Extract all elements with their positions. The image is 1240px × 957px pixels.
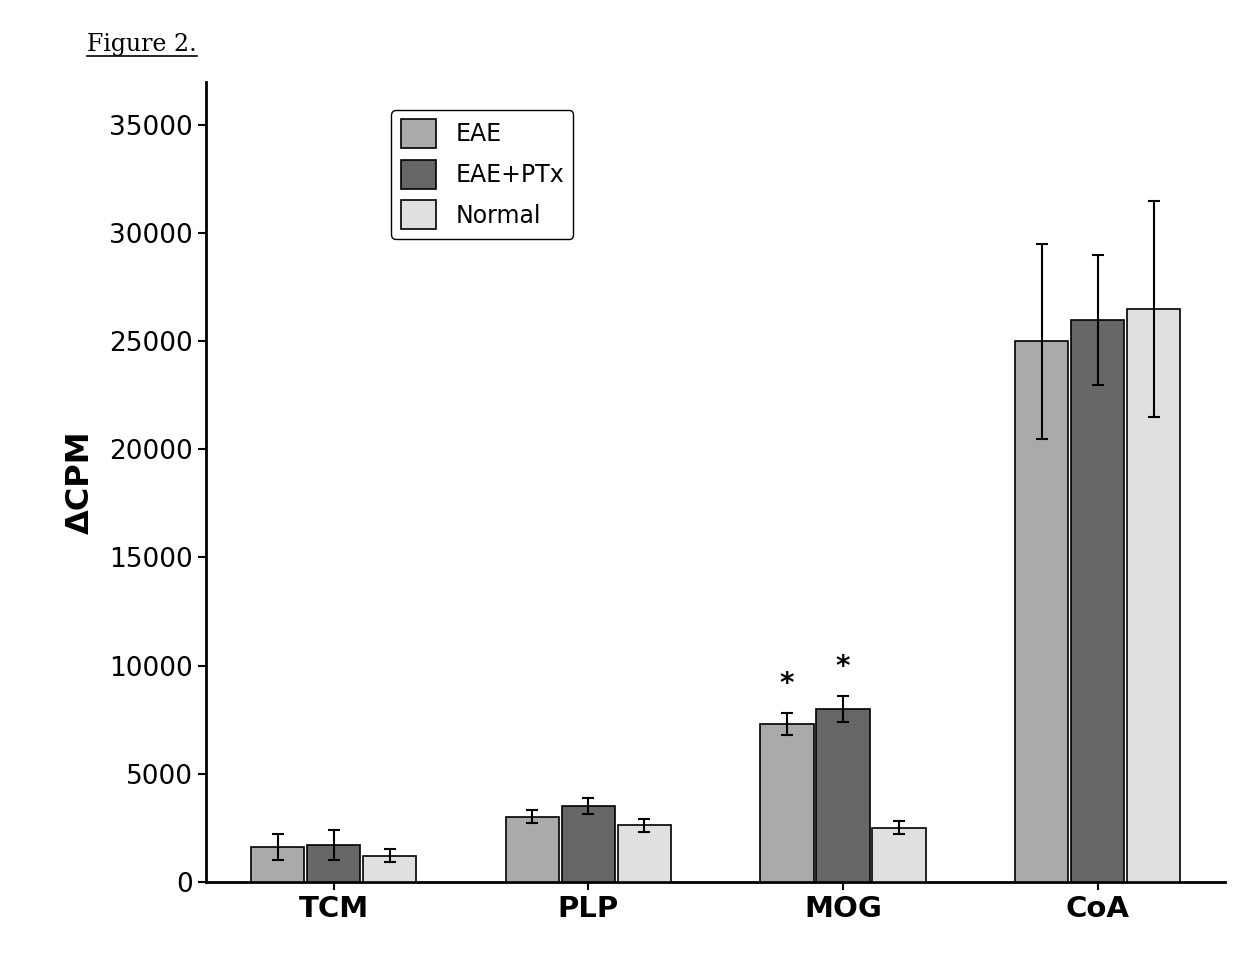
Text: Figure 2.: Figure 2. (87, 33, 197, 56)
Bar (1127, 309, 1180, 881)
Bar (760, 723, 813, 881)
Y-axis label: ΔCPM: ΔCPM (64, 430, 95, 534)
Bar (816, 709, 869, 881)
Bar (252, 847, 304, 881)
Legend: EAE, EAE+PTx, Normal: EAE, EAE+PTx, Normal (392, 110, 573, 238)
Bar (308, 845, 361, 881)
Bar (562, 806, 615, 881)
Bar (1016, 342, 1069, 881)
Bar (618, 826, 671, 881)
Bar (1071, 320, 1125, 881)
Bar (873, 828, 926, 881)
Bar (363, 856, 417, 881)
Bar (506, 817, 559, 881)
Text: *: * (780, 670, 795, 698)
Text: *: * (836, 653, 851, 680)
